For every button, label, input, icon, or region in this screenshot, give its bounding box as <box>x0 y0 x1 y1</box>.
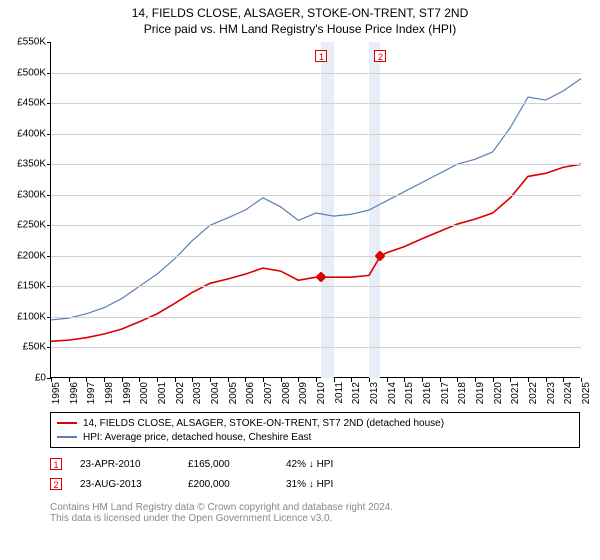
y-axis-label: £450K <box>17 98 46 109</box>
legend-label-property: 14, FIELDS CLOSE, ALSAGER, STOKE-ON-TREN… <box>83 418 444 429</box>
legend-swatch-property <box>57 422 77 424</box>
line-series-svg <box>51 42 581 378</box>
sale-marker-icon: 1 <box>50 458 62 470</box>
x-axis-label: 1998 <box>104 382 115 404</box>
x-axis-label: 1997 <box>86 382 97 404</box>
sale-row: 2 23-AUG-2013 £200,000 31% ↓ HPI <box>50 474 580 494</box>
chart-title: 14, FIELDS CLOSE, ALSAGER, STOKE-ON-TREN… <box>0 6 600 20</box>
y-axis-label: £300K <box>17 189 46 200</box>
sale-pct: 42% ↓ HPI <box>286 459 376 470</box>
y-axis-label: £500K <box>17 67 46 78</box>
x-axis-label: 2013 <box>369 382 380 404</box>
legend-item-property: 14, FIELDS CLOSE, ALSAGER, STOKE-ON-TREN… <box>57 416 573 430</box>
sale-price: £165,000 <box>188 459 268 470</box>
x-axis-label: 1996 <box>69 382 80 404</box>
y-axis-label: £100K <box>17 311 46 322</box>
x-axis-label: 1999 <box>122 382 133 404</box>
sale-date: 23-APR-2010 <box>80 459 170 470</box>
x-axis-label: 2020 <box>493 382 504 404</box>
legend-label-hpi: HPI: Average price, detached house, Ches… <box>83 432 311 443</box>
legend: 14, FIELDS CLOSE, ALSAGER, STOKE-ON-TREN… <box>50 412 580 448</box>
sale-pct: 31% ↓ HPI <box>286 479 376 490</box>
x-axis-label: 2004 <box>210 382 221 404</box>
y-axis-label: £150K <box>17 281 46 292</box>
x-axis-label: 2008 <box>281 382 292 404</box>
x-axis-label: 2018 <box>457 382 468 404</box>
chart-subtitle: Price paid vs. HM Land Registry's House … <box>0 22 600 36</box>
chart-header: 14, FIELDS CLOSE, ALSAGER, STOKE-ON-TREN… <box>0 0 600 38</box>
y-axis-label: £550K <box>17 37 46 48</box>
y-axis-label: £250K <box>17 220 46 231</box>
x-axis-label: 2019 <box>475 382 486 404</box>
x-axis-label: 2010 <box>316 382 327 404</box>
x-axis-label: 2017 <box>440 382 451 404</box>
sale-date: 23-AUG-2013 <box>80 479 170 490</box>
chart-marker: 2 <box>374 50 386 62</box>
footer: Contains HM Land Registry data © Crown c… <box>50 502 580 524</box>
x-axis-label: 2022 <box>528 382 539 404</box>
x-axis-label: 2016 <box>422 382 433 404</box>
x-axis-label: 2012 <box>351 382 362 404</box>
x-axis-label: 2002 <box>175 382 186 404</box>
sales-list: 1 23-APR-2010 £165,000 42% ↓ HPI 2 23-AU… <box>50 454 580 494</box>
x-axis-label: 2005 <box>228 382 239 404</box>
sale-row: 1 23-APR-2010 £165,000 42% ↓ HPI <box>50 454 580 474</box>
y-axis-label: £400K <box>17 128 46 139</box>
sale-price: £200,000 <box>188 479 268 490</box>
footer-line1: Contains HM Land Registry data © Crown c… <box>50 502 580 513</box>
x-axis-label: 2023 <box>546 382 557 404</box>
x-axis-label: 2009 <box>298 382 309 404</box>
x-axis-label: 2024 <box>563 382 574 404</box>
sale-marker-icon: 2 <box>50 478 62 490</box>
y-axis-label: £200K <box>17 250 46 261</box>
x-axis-label: 2001 <box>157 382 168 404</box>
x-axis-label: 2025 <box>581 382 592 404</box>
x-axis-label: 2003 <box>192 382 203 404</box>
x-axis-label: 2007 <box>263 382 274 404</box>
legend-item-hpi: HPI: Average price, detached house, Ches… <box>57 430 573 444</box>
x-axis-label: 2006 <box>245 382 256 404</box>
y-axis-label: £0 <box>35 373 46 384</box>
x-axis-label: 2014 <box>387 382 398 404</box>
chart-area: £0£50K£100K£150K£200K£250K£300K£350K£400… <box>50 42 580 378</box>
y-axis-label: £50K <box>23 342 46 353</box>
x-axis-label: 2000 <box>139 382 150 404</box>
x-axis-label: 2011 <box>334 382 345 404</box>
chart-marker: 1 <box>315 50 327 62</box>
footer-line2: This data is licensed under the Open Gov… <box>50 513 580 524</box>
y-axis-label: £350K <box>17 159 46 170</box>
x-axis-label: 1995 <box>51 382 62 404</box>
plot-region: £0£50K£100K£150K£200K£250K£300K£350K£400… <box>50 42 580 378</box>
x-axis-label: 2015 <box>404 382 415 404</box>
legend-swatch-hpi <box>57 436 77 438</box>
x-axis-label: 2021 <box>510 382 521 404</box>
